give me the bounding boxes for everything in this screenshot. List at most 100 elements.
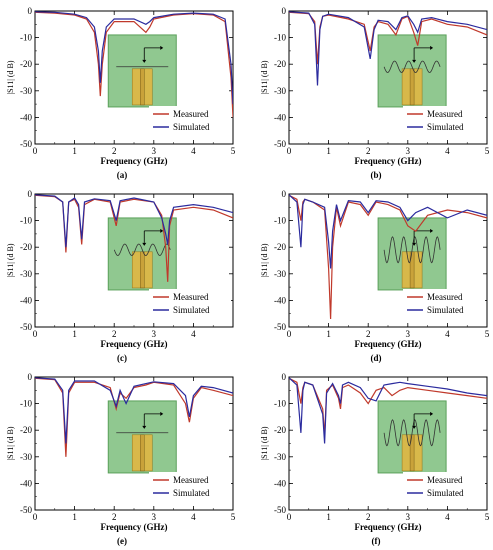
antenna-inset (107, 34, 177, 108)
legend-box (403, 106, 485, 134)
feed-line (140, 68, 145, 106)
feed-line (409, 68, 415, 106)
legend: Measured Simulated (149, 472, 231, 500)
arrowhead-icon (142, 59, 147, 63)
arrowhead-icon (142, 425, 147, 429)
x-axis-label: Frequency (GHz) (354, 156, 421, 166)
series-line-simulated (289, 377, 487, 444)
x-tick-label: 0 (33, 329, 38, 339)
x-tick-label: 1 (326, 512, 331, 522)
series-line-simulated (35, 11, 233, 105)
y-tick-label: -40 (20, 478, 32, 488)
y-tick-label: -50 (20, 505, 32, 515)
x-tick-label: 2 (366, 146, 371, 156)
series-line-simulated (35, 194, 233, 248)
y-tick-label: -20 (274, 425, 286, 435)
arrowhead-icon (430, 411, 434, 416)
x-tick-label: 1 (72, 146, 77, 156)
legend-label-measured: Measured (173, 109, 209, 119)
legend: Measured Simulated (149, 106, 231, 134)
y-tick-label: -40 (274, 478, 286, 488)
antenna-inset (377, 34, 447, 108)
arrowhead-icon (430, 45, 434, 50)
y-tick-label: -50 (274, 322, 286, 332)
panel-label: (d) (371, 353, 382, 363)
meander-line (113, 243, 171, 256)
y-tick-label: -40 (20, 295, 32, 305)
legend-label-measured: Measured (173, 475, 209, 485)
x-tick-label: 1 (326, 146, 331, 156)
y-tick-label: -10 (20, 399, 32, 409)
legend-label-simulated: Simulated (427, 305, 464, 315)
y-tick-label: 0 (28, 6, 33, 16)
legend-label-simulated: Simulated (173, 488, 210, 498)
x-tick-label: 5 (231, 146, 236, 156)
panel-label: (f) (372, 536, 381, 546)
x-tick-label: 0 (287, 512, 292, 522)
y-axis-label: |S11| (d B) (260, 243, 269, 277)
x-tick-label: 3 (152, 329, 157, 339)
arrowhead-icon (160, 411, 164, 416)
legend: Measured Simulated (403, 289, 485, 317)
y-tick-label: -30 (20, 86, 32, 96)
y-tick-label: -20 (274, 59, 286, 69)
arrowhead-icon (412, 59, 417, 63)
legend-label-simulated: Simulated (427, 488, 464, 498)
y-axis-label: |S11| (d B) (260, 426, 269, 460)
x-tick-label: 0 (33, 146, 38, 156)
legend-label-simulated: Simulated (173, 122, 210, 132)
y-tick-label: 0 (282, 6, 287, 16)
y-tick-label: -10 (274, 216, 286, 226)
x-tick-label: 3 (152, 512, 157, 522)
y-tick-label: 0 (282, 372, 287, 382)
y-tick-label: -20 (20, 59, 32, 69)
y-tick-label: -30 (274, 86, 286, 96)
legend-box (149, 472, 231, 500)
panel-label: (b) (371, 170, 382, 180)
antenna-inset (107, 400, 177, 474)
x-axis-label: Frequency (GHz) (100, 522, 167, 532)
meander-line (383, 60, 441, 73)
x-tick-label: 0 (287, 329, 292, 339)
arrowhead-icon (160, 228, 164, 233)
x-tick-label: 0 (287, 146, 292, 156)
legend-label-measured: Measured (427, 292, 463, 302)
y-tick-label: -30 (20, 269, 32, 279)
legend-label-simulated: Simulated (173, 305, 210, 315)
x-tick-label: 5 (485, 512, 490, 522)
x-tick-label: 4 (445, 512, 450, 522)
panel-label: (e) (117, 536, 127, 546)
y-tick-label: 0 (28, 189, 33, 199)
x-axis-label: Frequency (GHz) (100, 156, 167, 166)
y-tick-label: -40 (20, 112, 32, 122)
y-tick-label: -10 (20, 33, 32, 43)
x-tick-label: 2 (112, 512, 117, 522)
x-tick-label: 1 (326, 329, 331, 339)
y-tick-label: -50 (20, 139, 32, 149)
y-tick-label: -40 (274, 295, 286, 305)
y-tick-label: -50 (20, 322, 32, 332)
y-tick-label: -30 (274, 452, 286, 462)
x-tick-label: 4 (191, 146, 196, 156)
y-tick-label: -20 (274, 242, 286, 252)
y-tick-label: -30 (20, 452, 32, 462)
x-tick-label: 2 (112, 329, 117, 339)
x-tick-label: 4 (445, 329, 450, 339)
y-axis-label: |S11| (d B) (260, 60, 269, 94)
legend-box (403, 289, 485, 317)
arrowhead-icon (412, 242, 417, 246)
y-axis-label: |S11| (d B) (6, 60, 15, 94)
x-tick-label: 4 (191, 512, 196, 522)
legend-box (149, 106, 231, 134)
x-tick-label: 1 (72, 512, 77, 522)
x-tick-label: 3 (406, 512, 411, 522)
x-axis-label: Frequency (GHz) (100, 339, 167, 349)
x-tick-label: 1 (72, 329, 77, 339)
legend-label-measured: Measured (173, 292, 209, 302)
feed-line (140, 434, 145, 472)
y-tick-label: -30 (274, 269, 286, 279)
legend-label-simulated: Simulated (427, 122, 464, 132)
